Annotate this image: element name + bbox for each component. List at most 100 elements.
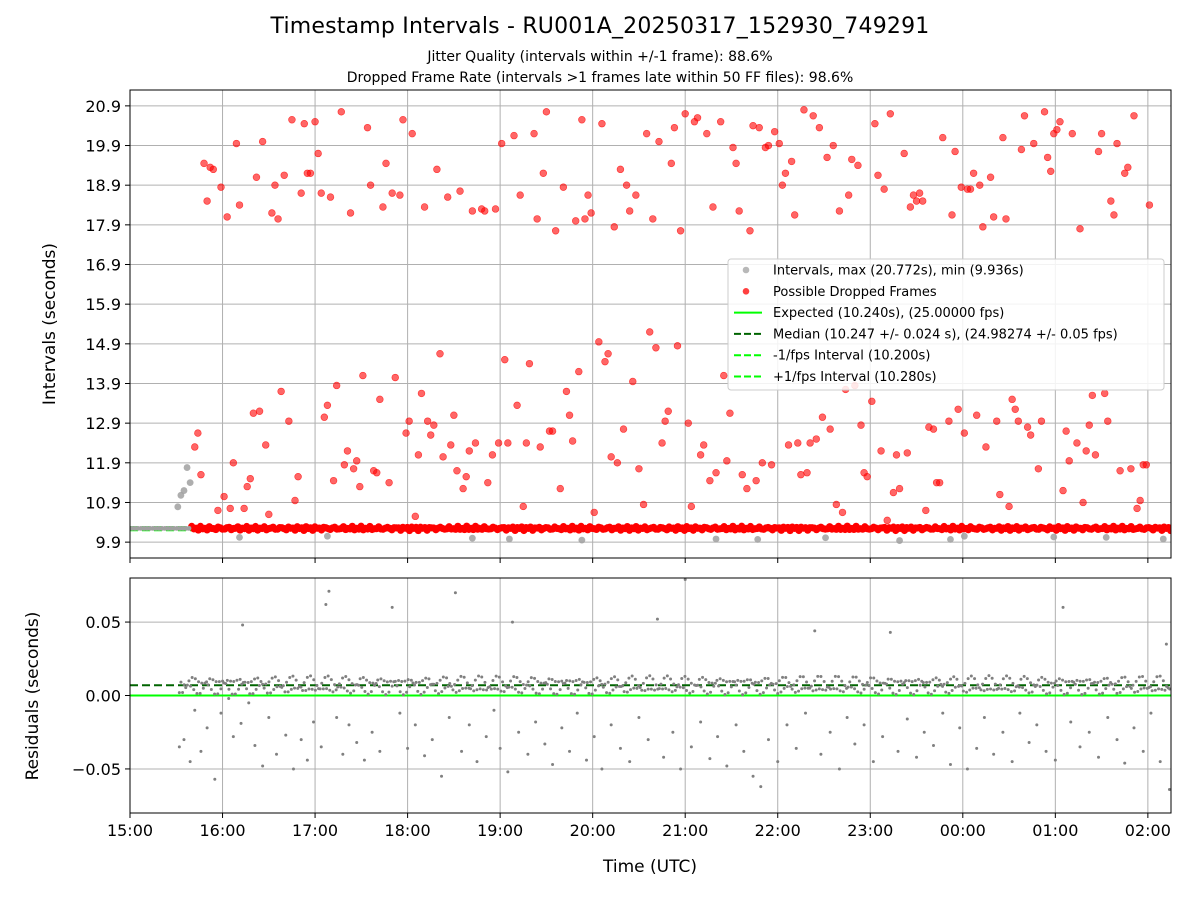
dropped-frame-point [536,443,544,451]
residual-point [319,745,323,749]
dropped-frame-point [584,191,592,199]
dropped-frame-point [217,183,225,191]
dropped-frame-point [572,217,580,225]
dropped-frame-point [903,449,911,457]
legend-entry-label: -1/fps Interval (10.200s) [773,349,930,364]
residual-cluster-point [523,686,527,690]
dropped-frame-point [430,421,438,429]
residual-cluster-point [344,675,348,679]
residual-cluster-point [997,686,1001,690]
intervals-y-tick-label: 19.9 [85,137,121,156]
intervals-y-tick-label: 13.9 [85,374,121,393]
residual-cluster-point [302,681,306,685]
residual-cluster-point [213,692,217,696]
dropped-frame-point [604,350,612,358]
residual-cluster-point [533,676,537,680]
residual-cluster-point [233,692,237,696]
x-tick-label: 22:00 [755,821,801,840]
interval-point [468,534,476,542]
dropped-frame-point [249,409,258,417]
residual-cluster-point [819,675,823,679]
residual-cluster-point [309,674,313,678]
residual-cluster-point [456,678,460,682]
residual-cluster-point [793,690,797,694]
residual-cluster-point [1008,676,1012,680]
residual-point [362,758,366,762]
residual-cluster-point [1030,690,1034,694]
residual-cluster-point [294,678,298,682]
residual-cluster-point [654,683,658,687]
residual-point [766,738,770,742]
residual-cluster-point [245,687,249,691]
residual-cluster-point [448,682,452,686]
residuals-y-tick-label: 0.00 [85,687,121,706]
dropped-frame-point [1145,201,1154,209]
residual-cluster-point [1035,683,1039,687]
residual-cluster-point [846,685,850,689]
dropped-frame-point [900,149,908,158]
residual-cluster-point [635,686,639,690]
residual-cluster-point [965,690,969,694]
legend-entry-label: Median (10.247 +/- 0.024 s), (24.98274 +… [773,327,1118,342]
dropped-frame-point [559,183,568,191]
residual-point [453,591,457,595]
residual-cluster-point [1137,675,1141,679]
residual-cluster-point [873,691,877,695]
residual-cluster-point [977,686,981,690]
residual-cluster-point [517,690,521,694]
residual-point [1053,758,1057,762]
residual-cluster-point [947,691,951,695]
dropped-frame-point [1073,439,1081,447]
dropped-frame-point [598,120,606,128]
residual-cluster-point [371,681,375,685]
residual-cluster-point [425,685,429,689]
residual-cluster-point [925,680,929,684]
residual-cluster-point [584,686,588,690]
interval-point [712,535,720,543]
dropped-frame-point [818,413,827,421]
residual-cluster-point [382,679,386,683]
residual-point [600,767,604,771]
dropped-frame-point [232,139,241,148]
residual-cluster-point [859,691,863,695]
dropped-frame-point [194,429,202,437]
residual-cluster-point [816,674,820,678]
dropped-frame-point [516,191,524,199]
residual-cluster-point [897,688,901,692]
residual-point [440,774,444,778]
residual-cluster-point [342,686,346,690]
dropped-frame-point [1085,421,1093,429]
residual-cluster-point [710,681,714,685]
residual-point [1078,745,1082,749]
dropped-frame-point [255,407,264,415]
dropped-frame-point [590,508,598,517]
residual-cluster-point [445,676,449,680]
residual-cluster-point [886,677,890,681]
residual-point [1044,749,1048,753]
residual-cluster-point [1093,680,1097,684]
jitter-quality-subtitle: Jitter Quality (intervals within +/-1 fr… [427,49,773,65]
residual-cluster-point [261,682,265,686]
dropped-frame-point [770,127,779,136]
residual-cluster-point [539,681,543,685]
residual-cluster-point [288,676,292,680]
residual-cluster-point [414,680,418,684]
dropped-frame-point [427,431,435,439]
residual-cluster-point [427,677,431,681]
residual-point [188,760,192,764]
dropped-frame-point [658,439,666,447]
residual-cluster-point [510,685,514,689]
residual-cluster-point [728,679,732,683]
residual-point [284,733,288,737]
residual-cluster-point [1134,679,1138,683]
residual-cluster-point [1117,679,1121,683]
residual-cluster-point [259,679,263,683]
residual-cluster-point [379,677,383,681]
residual-cluster-point [525,683,529,687]
residual-cluster-point [640,688,644,692]
residual-cluster-point [443,686,447,690]
residual-cluster-point [605,691,609,695]
residual-cluster-point [888,686,892,690]
residual-point [813,629,817,633]
interval-point [822,534,829,542]
